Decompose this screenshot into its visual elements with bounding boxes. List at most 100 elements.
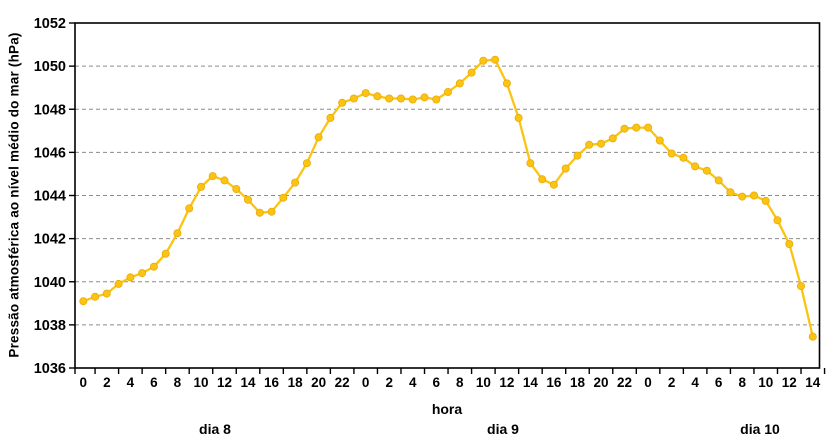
- x-tick-label: 16: [546, 375, 562, 390]
- data-point: [455, 79, 464, 88]
- data-point: [797, 282, 806, 291]
- data-point: [432, 95, 441, 104]
- data-point: [114, 279, 123, 288]
- data-point: [491, 55, 500, 64]
- x-axis-title: hora: [431, 401, 463, 417]
- y-tick-label: 1046: [34, 145, 66, 161]
- y-axis-title: Pressão atmosférica ao nível médio do ma…: [6, 32, 22, 358]
- data-point: [808, 332, 817, 341]
- data-point: [291, 178, 300, 187]
- data-point: [173, 229, 182, 238]
- y-tick-label: 1052: [34, 16, 66, 32]
- x-tick-label: 2: [103, 375, 111, 390]
- x-tick-label: 18: [570, 375, 586, 390]
- data-point: [408, 95, 417, 104]
- data-point: [785, 239, 794, 248]
- data-point: [514, 113, 523, 122]
- data-point: [738, 192, 747, 201]
- data-point: [126, 273, 135, 282]
- x-tick-label: 4: [691, 375, 699, 390]
- data-point: [102, 289, 111, 298]
- x-tick-label: 10: [758, 375, 773, 390]
- x-tick-label: 14: [805, 375, 821, 390]
- data-point: [585, 140, 594, 149]
- data-point: [561, 164, 570, 173]
- data-point: [726, 188, 735, 197]
- data-point: [549, 180, 558, 189]
- x-tick-label: 2: [385, 375, 393, 390]
- data-point: [91, 292, 100, 301]
- data-point: [655, 136, 664, 145]
- data-point: [597, 139, 606, 148]
- y-tick-label: 1038: [34, 318, 66, 334]
- data-point: [161, 249, 170, 258]
- data-point: [608, 134, 617, 143]
- x-tick-label: 10: [476, 375, 491, 390]
- y-tick-label: 1050: [34, 59, 66, 75]
- data-point: [338, 98, 347, 107]
- data-point: [302, 159, 311, 168]
- day-label-dia-10: dia 10: [740, 421, 780, 437]
- data-point: [667, 149, 676, 158]
- pressure-line: [82, 58, 814, 338]
- data-point: [396, 94, 405, 103]
- data-point: [196, 182, 205, 191]
- x-tick-label: 14: [241, 375, 257, 390]
- data-point: [314, 133, 323, 142]
- data-point: [326, 113, 335, 122]
- x-tick-label: 12: [217, 375, 232, 390]
- data-point: [502, 79, 511, 88]
- data-point: [679, 153, 688, 162]
- y-tick-label: 1044: [34, 189, 66, 205]
- data-point: [750, 191, 759, 200]
- x-tick-label: 0: [644, 375, 652, 390]
- data-point: [702, 166, 711, 175]
- x-tick-label: 20: [593, 375, 608, 390]
- x-tick-label: 8: [174, 375, 182, 390]
- x-tick-label: 12: [782, 375, 797, 390]
- x-tick-label: 0: [80, 375, 88, 390]
- data-point: [714, 176, 723, 185]
- x-tick-label: 22: [617, 375, 632, 390]
- day-label-dia-9: dia 9: [487, 421, 519, 437]
- x-tick-label: 18: [288, 375, 304, 390]
- y-tick-label: 1042: [34, 232, 66, 248]
- x-tick-label: 20: [311, 375, 326, 390]
- data-point: [220, 176, 229, 185]
- x-tick-label: 4: [409, 375, 417, 390]
- x-tick-label: 2: [668, 375, 676, 390]
- data-point: [361, 89, 370, 98]
- data-point: [138, 269, 147, 278]
- data-point: [443, 88, 452, 97]
- x-tick-label: 12: [499, 375, 514, 390]
- x-tick-label: 22: [335, 375, 350, 390]
- data-point: [479, 56, 488, 65]
- x-tick-label: 4: [127, 375, 135, 390]
- data-point: [232, 184, 241, 193]
- x-tick-label: 8: [738, 375, 746, 390]
- data-point: [526, 159, 535, 168]
- data-point: [773, 216, 782, 225]
- x-tick-label: 16: [264, 375, 280, 390]
- data-point: [620, 124, 629, 133]
- x-tick-label: 10: [193, 375, 208, 390]
- data-point: [185, 204, 194, 213]
- data-point: [573, 151, 582, 160]
- data-point: [644, 123, 653, 132]
- data-point: [632, 123, 641, 132]
- day-label-dia-8: dia 8: [199, 421, 231, 437]
- data-point: [420, 93, 429, 102]
- y-tick-label: 1040: [34, 275, 66, 291]
- data-point: [761, 196, 770, 205]
- data-point: [467, 68, 476, 77]
- x-tick-label: 6: [715, 375, 723, 390]
- x-tick-label: 6: [433, 375, 441, 390]
- data-point: [538, 175, 547, 184]
- data-point: [385, 94, 394, 103]
- x-tick-label: 14: [523, 375, 539, 390]
- data-point: [279, 193, 288, 202]
- data-point: [79, 297, 88, 306]
- data-point: [255, 208, 264, 217]
- y-tick-label: 1048: [34, 102, 66, 118]
